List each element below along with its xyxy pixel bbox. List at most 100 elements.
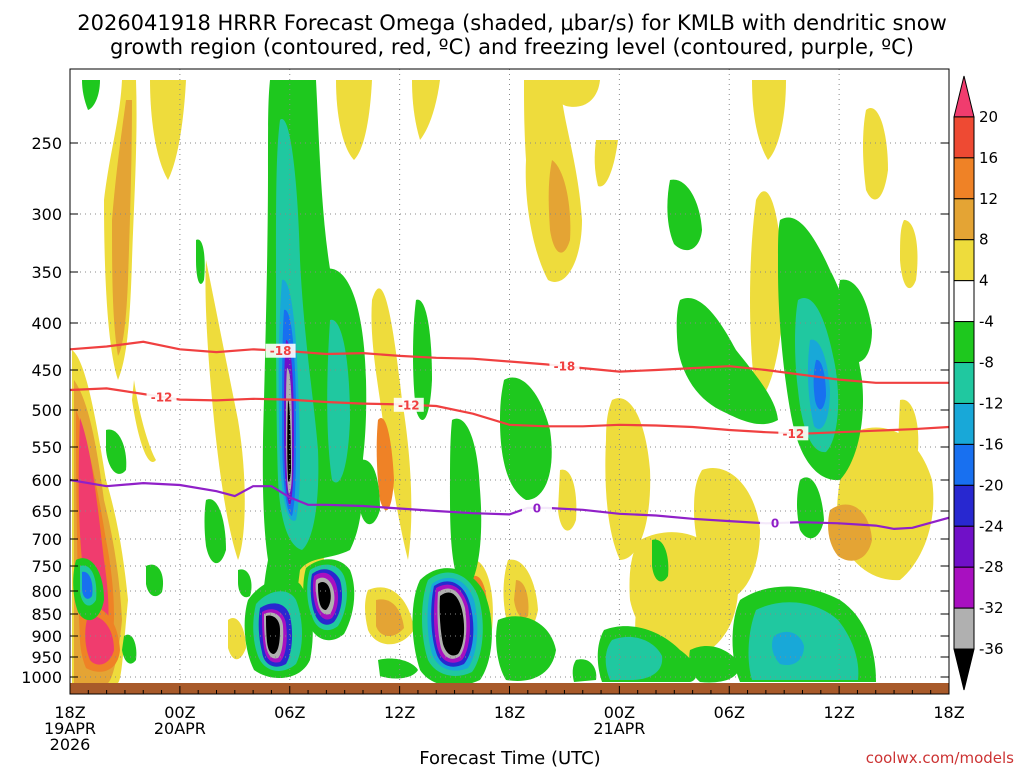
colorbar-label: 12 xyxy=(979,190,998,208)
y-tick-label: 800 xyxy=(31,582,62,601)
contour-label-bg xyxy=(265,343,296,358)
colorbar-swatch xyxy=(953,484,975,527)
shade-blue xyxy=(82,571,93,599)
colorbar-swatch xyxy=(953,157,975,200)
shade-green xyxy=(413,299,432,420)
shade-green xyxy=(496,616,556,681)
shade-green xyxy=(838,279,872,363)
colorbar-label: -20 xyxy=(979,476,1004,494)
shade-blue xyxy=(813,359,826,410)
colorbar-label: 8 xyxy=(979,231,989,249)
colorbar-label: -36 xyxy=(979,640,1004,658)
x-tick-label: 12Z xyxy=(823,703,854,722)
omega-negative-lowlevel-cores xyxy=(244,559,355,679)
contour-label-bg xyxy=(393,397,424,412)
shade-green xyxy=(572,659,597,682)
colorbar-swatch xyxy=(953,321,975,364)
x-tick-label: 18Z xyxy=(494,703,525,722)
shade-green xyxy=(204,499,226,564)
shade-green xyxy=(122,634,137,664)
shade-tan xyxy=(376,599,404,637)
shade-tan xyxy=(548,160,571,253)
x-tick-label: 20APR xyxy=(154,719,206,738)
contour-label-zero: 0 xyxy=(533,501,541,515)
shade-green xyxy=(196,239,205,284)
shade-orange xyxy=(376,418,394,511)
shade-teal xyxy=(748,602,859,680)
colorbar-label: -8 xyxy=(979,354,994,372)
shade-yellow xyxy=(558,469,577,531)
colorbar-label: -32 xyxy=(979,599,1004,617)
y-tick-label: 350 xyxy=(31,263,62,282)
shade-teal xyxy=(327,319,350,483)
shade-green xyxy=(378,658,418,679)
shade-tan xyxy=(112,100,132,356)
contour-label-bg xyxy=(549,359,580,374)
shade-green xyxy=(146,564,164,597)
shade-yellow xyxy=(150,80,186,180)
shade-yellow xyxy=(228,618,246,660)
shade-yellow xyxy=(752,80,786,160)
contour-label-bg xyxy=(760,516,791,531)
shade-black xyxy=(318,582,331,610)
shade-black xyxy=(439,592,465,656)
x-tick-label: 06Z xyxy=(274,703,305,722)
contour-label-minus12: -12 xyxy=(783,427,805,441)
omega-negative-region-early xyxy=(73,80,252,664)
omega-shaded-field xyxy=(72,80,934,683)
y-tick-label: 850 xyxy=(31,605,62,624)
shade-yellow xyxy=(605,398,651,560)
x-tick-label: 06Z xyxy=(714,703,745,722)
y-tick-label: 450 xyxy=(31,361,62,380)
colorbar-label: -12 xyxy=(979,394,1004,412)
x-tick-label: 2026 xyxy=(50,735,91,754)
shade-black xyxy=(287,400,291,482)
contour-label-minus18: -18 xyxy=(270,344,292,358)
colorbar-swatch xyxy=(953,402,975,445)
y-tick-label: 500 xyxy=(31,401,62,420)
shade-yellow xyxy=(412,80,440,140)
colorbar-swatch xyxy=(953,198,975,241)
colorbar-swatch xyxy=(953,443,975,486)
omega-negative-column-06z xyxy=(261,80,432,670)
shade-green xyxy=(238,569,252,598)
colorbar-top-triangle xyxy=(953,75,975,118)
contour-label-minus12: -12 xyxy=(151,390,173,404)
contour-label-zero: 0 xyxy=(771,517,779,531)
credit-text: coolwx.com/models xyxy=(866,749,1014,767)
omega-positive-region-mid xyxy=(228,80,618,660)
chart-title-line2: growth region (contoured, red, ºC) and f… xyxy=(110,35,914,59)
shade-black xyxy=(266,615,280,654)
contour-label-bg xyxy=(146,389,177,404)
contour-label-minus18: -18 xyxy=(554,360,576,374)
y-tick-label: 900 xyxy=(31,627,62,646)
y-tick-label: 1000 xyxy=(21,668,62,687)
shade-yellow xyxy=(544,80,600,107)
shade-yellow xyxy=(371,288,412,560)
omega-negative-region-late xyxy=(496,179,876,683)
shade-pink xyxy=(85,615,114,665)
y-tick-label: 600 xyxy=(31,471,62,490)
shade-yellow xyxy=(132,380,156,462)
shade-yellow xyxy=(594,140,618,187)
shade-yellow xyxy=(898,399,919,463)
colorbar-swatch xyxy=(953,280,975,323)
colorbar-swatch xyxy=(953,566,975,609)
y-tick-label: 700 xyxy=(31,530,62,549)
shade-green xyxy=(450,418,482,590)
shade-green xyxy=(360,459,380,525)
y-tick-label: 750 xyxy=(31,557,62,576)
shade-green xyxy=(676,298,778,425)
x-tick-label: 18Z xyxy=(933,703,964,722)
x-tick-label: 19APR xyxy=(44,719,96,738)
y-tick-label: 400 xyxy=(31,314,62,333)
shade-green xyxy=(667,179,702,251)
colorbar-swatch xyxy=(953,525,975,568)
x-tick-label: 12Z xyxy=(384,703,415,722)
shade-green xyxy=(106,429,127,474)
shade-tan xyxy=(828,504,872,561)
colorbar-swatch xyxy=(953,239,975,282)
y-axis: 250 300 350 400 450 500 550 600 650 700 750 800 850 9… xyxy=(21,134,949,687)
